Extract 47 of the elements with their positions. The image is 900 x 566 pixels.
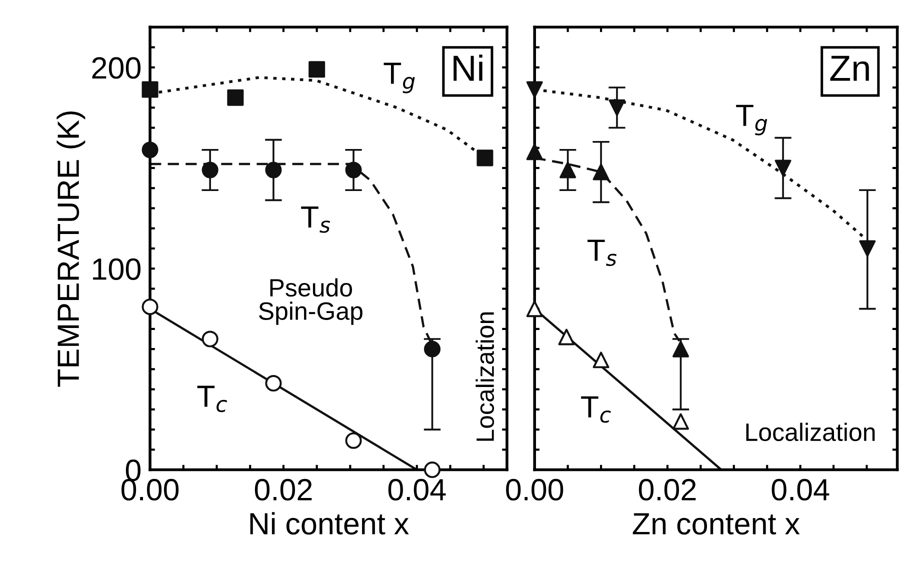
point bbox=[592, 352, 610, 368]
point bbox=[672, 340, 689, 358]
point bbox=[859, 240, 876, 257]
x-tick-label: 0.02 bbox=[254, 478, 312, 501]
x-tick-label: 0.04 bbox=[388, 478, 446, 501]
annotation: Localization bbox=[746, 422, 875, 442]
point bbox=[142, 142, 158, 158]
x-axis-title: Zn content x bbox=[632, 513, 800, 535]
x-tick-label: 0.00 bbox=[506, 478, 564, 501]
annotation: Ni bbox=[454, 54, 482, 81]
point bbox=[142, 81, 158, 98]
point bbox=[345, 162, 362, 178]
point bbox=[424, 462, 441, 478]
point bbox=[424, 340, 441, 358]
point bbox=[345, 432, 362, 449]
x-axis-title: Ni content x bbox=[250, 512, 409, 535]
point bbox=[476, 150, 494, 166]
y-tick-label: 200 bbox=[92, 57, 141, 79]
point bbox=[672, 413, 689, 430]
point bbox=[526, 81, 543, 98]
annotation: Pseudo Spin-Gap bbox=[258, 278, 362, 325]
point bbox=[526, 300, 543, 318]
point bbox=[592, 164, 610, 180]
point bbox=[560, 162, 576, 178]
point bbox=[558, 328, 575, 346]
x-tick-label: 0.02 bbox=[638, 478, 696, 501]
point bbox=[308, 61, 326, 78]
point bbox=[608, 99, 626, 116]
point bbox=[202, 330, 218, 348]
point bbox=[265, 162, 282, 178]
annotation: T$_{g}$ bbox=[736, 104, 768, 136]
annotation: T$_{c}$ bbox=[197, 386, 228, 412]
point bbox=[526, 144, 543, 160]
annotation: T$_{s}$ bbox=[588, 240, 616, 266]
y-tick-label: 100 bbox=[93, 258, 141, 280]
point bbox=[227, 89, 244, 106]
annotation: T$_{g}$ bbox=[384, 62, 415, 94]
point bbox=[265, 375, 282, 392]
point bbox=[142, 298, 158, 316]
y-axis-title: TEMPERATURE (K) bbox=[56, 111, 86, 387]
point bbox=[774, 160, 792, 176]
annotation: T$_{s}$ bbox=[301, 206, 330, 233]
annotation: Localization bbox=[476, 312, 494, 441]
x-tick-label: 0.04 bbox=[772, 478, 830, 501]
annotation: Zn bbox=[830, 56, 869, 81]
annotation: T$_{c}$ bbox=[581, 396, 611, 423]
point bbox=[202, 162, 218, 178]
